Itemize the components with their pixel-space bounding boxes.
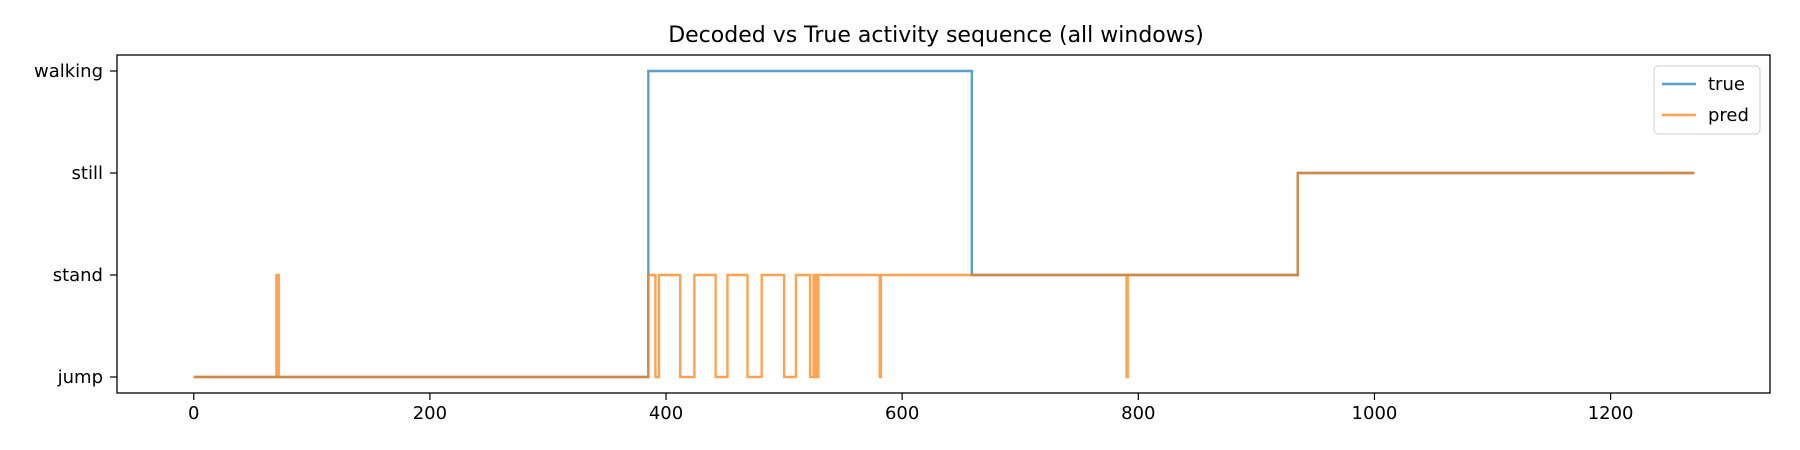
y-tick-label: walking	[34, 61, 103, 82]
x-axis: 0 200 400 600 800 1000 1200	[188, 393, 1634, 424]
legend-label-true: true	[1708, 74, 1745, 95]
x-tick-label: 600	[885, 403, 919, 424]
y-axis: jump stand still walking	[34, 61, 117, 388]
x-tick-label: 800	[1121, 403, 1155, 424]
axes-frame	[116, 54, 1771, 394]
series-line-true	[193, 69, 1695, 379]
y-tick-label: stand	[53, 265, 103, 286]
plot-area	[116, 54, 1771, 394]
series-line-pred	[193, 171, 1695, 379]
legend: true pred	[1653, 65, 1761, 135]
legend-label-pred: pred	[1708, 105, 1749, 126]
y-tick-label: jump	[57, 367, 103, 388]
x-tick-label: 1000	[1352, 403, 1398, 424]
x-tick-label: 0	[188, 403, 199, 424]
chart-title: Decoded vs True activity sequence (all w…	[668, 23, 1204, 48]
x-tick-label: 400	[649, 403, 683, 424]
y-tick-label: still	[72, 163, 103, 184]
x-tick-label: 1200	[1588, 403, 1634, 424]
x-tick-label: 200	[413, 403, 447, 424]
